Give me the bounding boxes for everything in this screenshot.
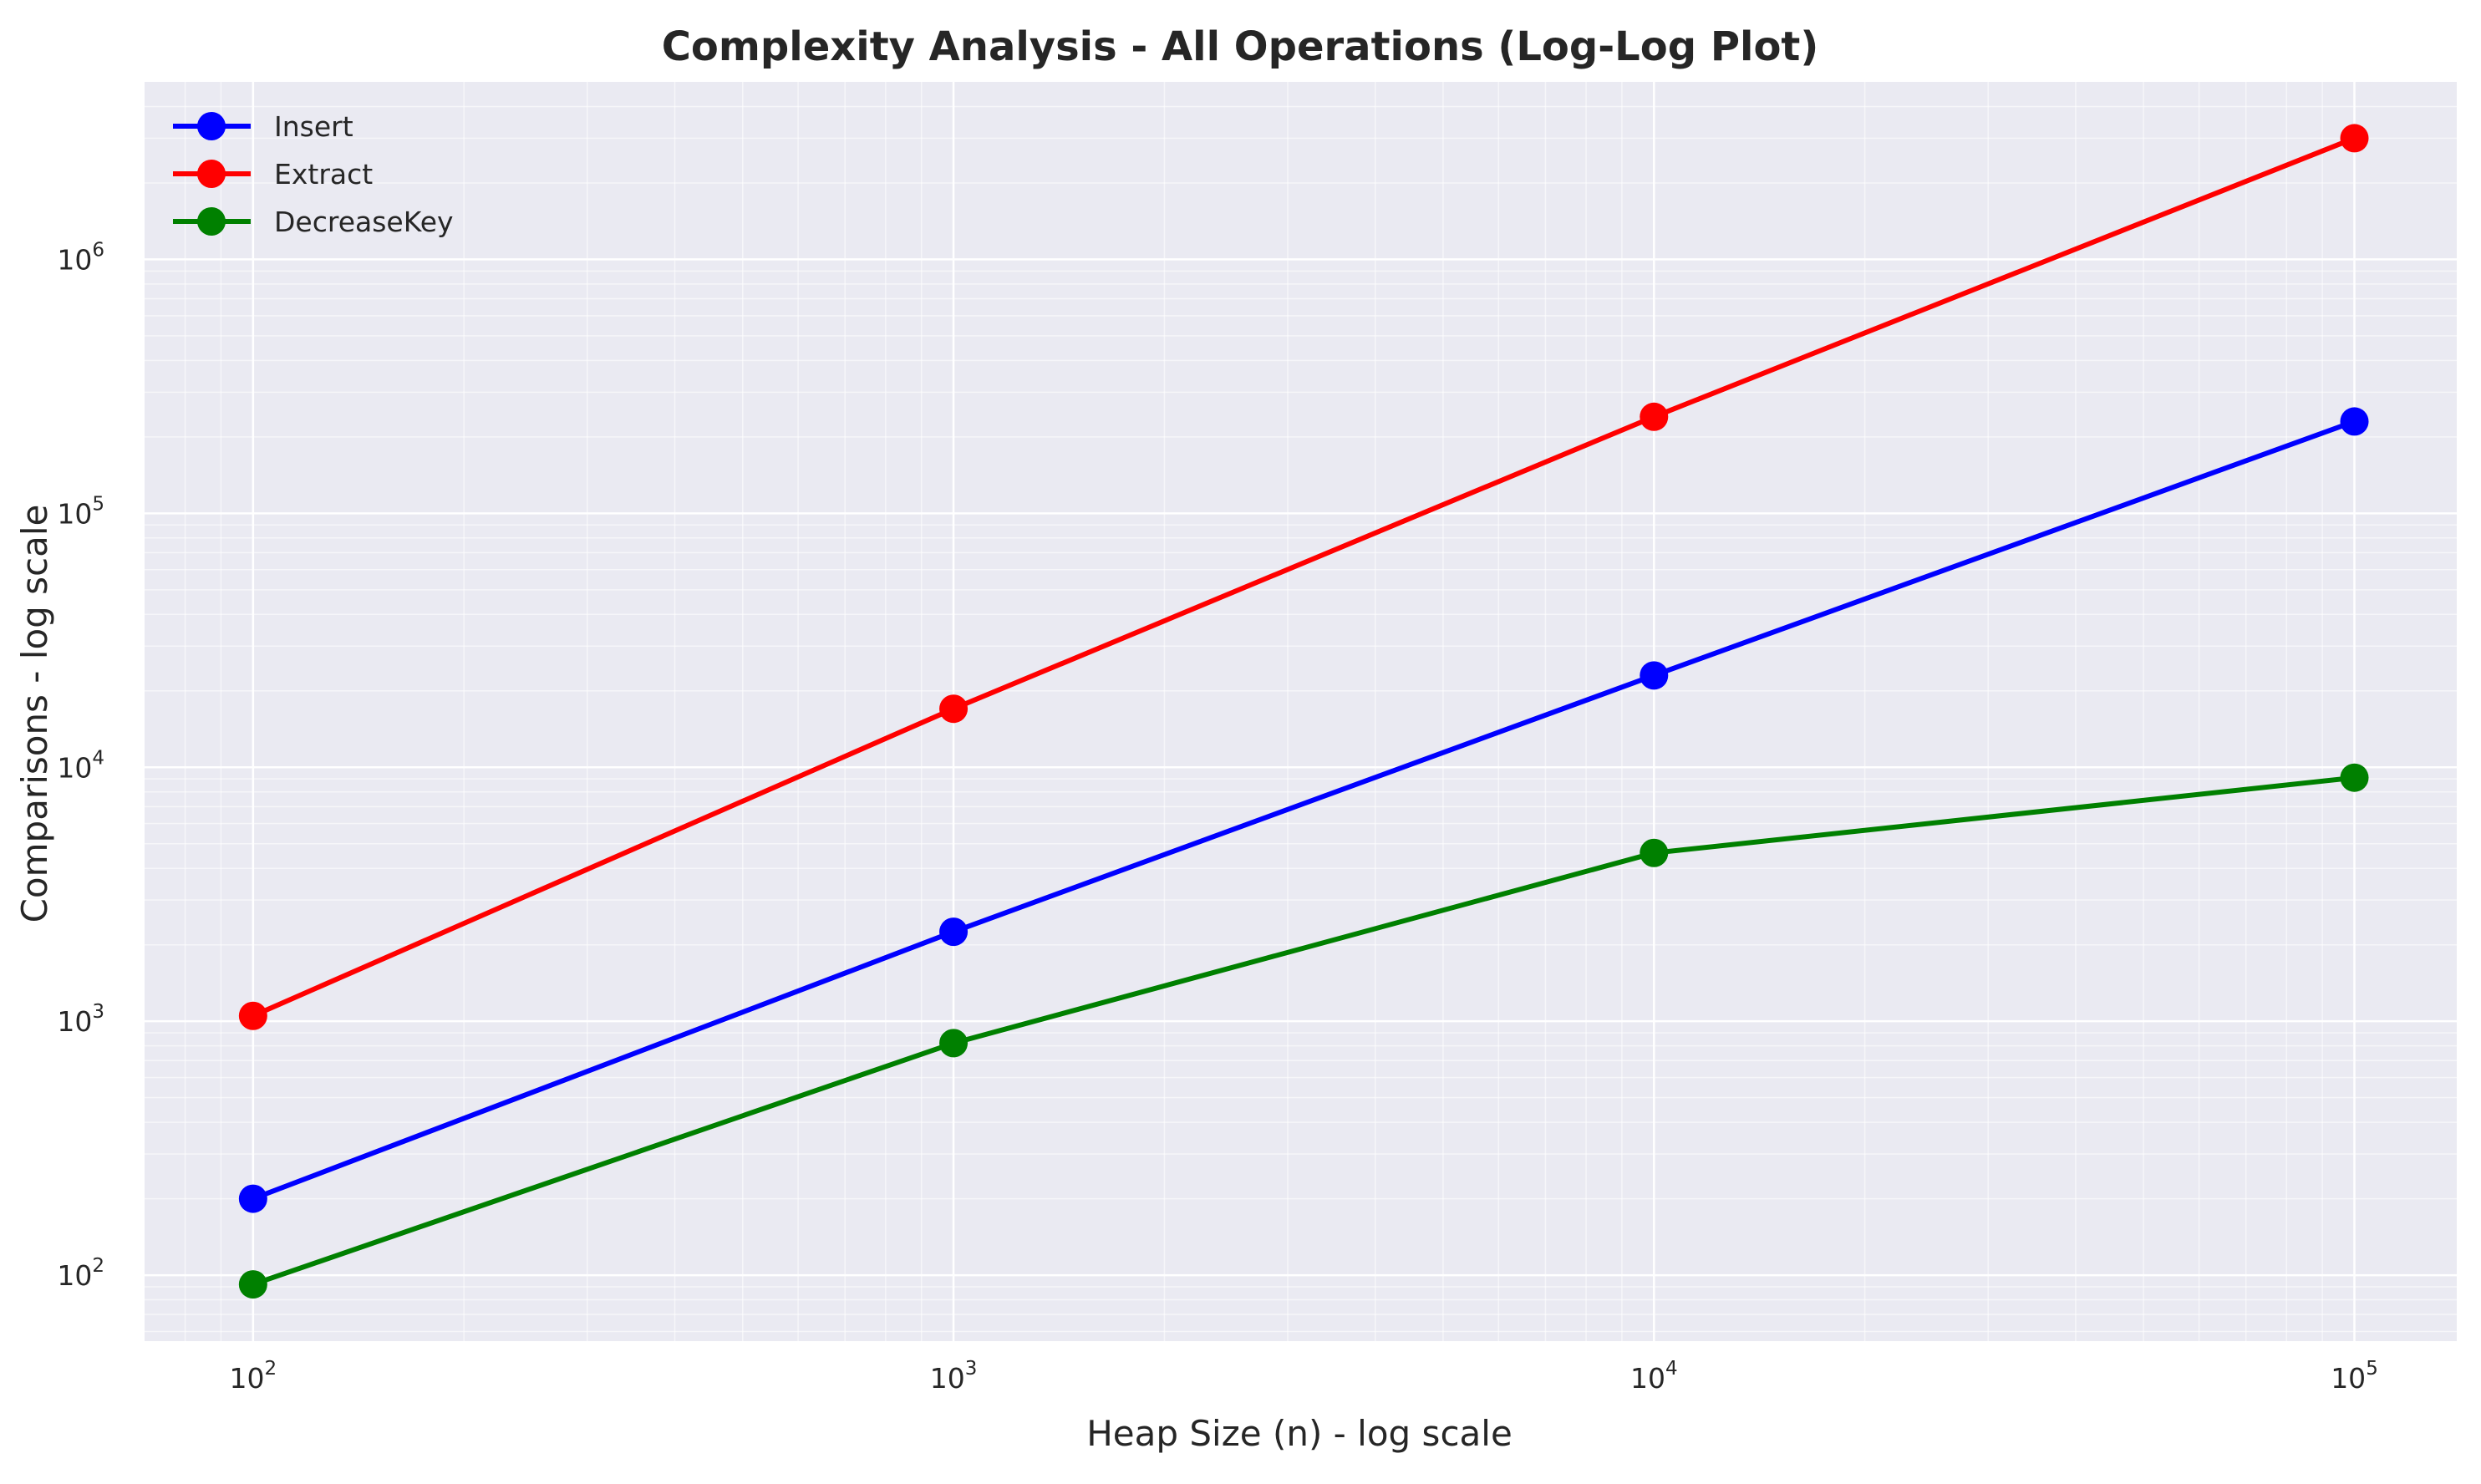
y-tick-label: 103: [57, 1001, 104, 1038]
legend-label: Insert: [274, 110, 353, 143]
x-axis-label: Heap Size (n) - log scale: [1086, 1413, 1512, 1454]
legend-item-insert: Insert: [173, 110, 353, 143]
x-tick-label: 102: [230, 1358, 277, 1395]
series-layer: [238, 124, 2369, 1299]
data-point: [1640, 661, 1669, 690]
legend-item-decreasekey: DecreaseKey: [173, 206, 454, 238]
data-point: [238, 1270, 267, 1299]
y-tick-label: 102: [57, 1255, 104, 1292]
series-line: [250, 419, 2357, 1202]
data-point: [238, 1001, 267, 1030]
x-tick-label: 105: [2331, 1358, 2378, 1395]
data-point: [2340, 407, 2369, 436]
legend-marker: [197, 112, 226, 140]
data-point: [939, 694, 969, 724]
series-decreasekey: [238, 763, 2369, 1299]
y-tick-label: 104: [57, 747, 104, 784]
x-axis-ticks: 102 103 104 105: [230, 1358, 2378, 1395]
y-tick-label: 106: [57, 239, 104, 276]
data-point: [238, 1184, 267, 1213]
series-extract: [238, 124, 2369, 1030]
x-tick-label: 103: [930, 1358, 978, 1395]
legend-item-extract: Extract: [173, 158, 373, 191]
data-point: [1640, 402, 1669, 431]
plot-area: [145, 82, 2457, 1341]
legend-label: Extract: [274, 158, 373, 191]
data-point: [2340, 763, 2369, 792]
legend-label: DecreaseKey: [274, 206, 454, 238]
legend-marker: [197, 207, 226, 236]
x-tick-label: 104: [1630, 1358, 1678, 1395]
legend-marker: [197, 160, 226, 188]
series-line: [250, 775, 2357, 1288]
data-point: [939, 917, 969, 947]
y-tick-label: 105: [57, 493, 104, 530]
minor-grid: [145, 82, 2457, 1341]
y-axis-label: Comparisons - log scale: [14, 505, 55, 923]
legend: Insert Extract DecreaseKey: [173, 110, 454, 238]
chart-title: Complexity Analysis - All Operations (Lo…: [662, 23, 1819, 70]
data-point: [1640, 838, 1669, 867]
series-line: [250, 135, 2357, 1019]
series-insert: [238, 407, 2369, 1213]
y-axis-ticks: 102 103 104 105 106: [57, 239, 104, 1292]
major-grid: [145, 82, 2457, 1341]
data-point: [939, 1029, 969, 1058]
data-point: [2340, 124, 2369, 153]
